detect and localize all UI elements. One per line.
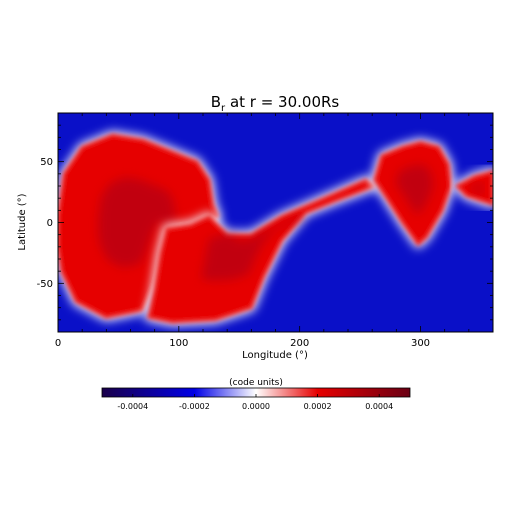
y-axis-ticks: -50 0 50 xyxy=(37,124,493,321)
y-axis-label: Latitude (°) xyxy=(17,193,28,250)
heatmap-plot xyxy=(58,113,493,332)
colorbar-tick-label: -0.0002 xyxy=(179,402,210,411)
colorbar-label: (code units) xyxy=(229,378,283,388)
region-positive xyxy=(147,178,377,324)
colorbar-ticks: -0.0004 -0.0002 0.0000 0.0002 0.0004 xyxy=(117,394,393,411)
x-tick-label: 100 xyxy=(169,338,188,349)
y-tick-label: 0 xyxy=(47,218,53,229)
colorbar-tick-label: -0.0004 xyxy=(117,402,148,411)
x-tick-label: 0 xyxy=(55,338,61,349)
x-tick-label: 200 xyxy=(290,338,309,349)
region-core xyxy=(201,215,306,281)
x-axis-label: Longitude (°) xyxy=(242,350,308,361)
region-core xyxy=(98,177,178,268)
colorbar-tick-label: 0.0000 xyxy=(242,402,270,411)
chart-title-subscript: r xyxy=(221,103,226,114)
x-axis-ticks: 0 100 200 300 xyxy=(55,113,494,349)
region-core xyxy=(395,164,434,215)
chart-title: Br at r = 30.00Rs xyxy=(211,93,340,114)
region-core xyxy=(470,183,483,195)
colorbar-tick-label: 0.0002 xyxy=(304,402,332,411)
colorbar-tick-label: 0.0004 xyxy=(365,402,393,411)
y-tick-label: 50 xyxy=(40,157,53,168)
y-tick-label: -50 xyxy=(37,279,53,290)
x-tick-label: 300 xyxy=(411,338,430,349)
